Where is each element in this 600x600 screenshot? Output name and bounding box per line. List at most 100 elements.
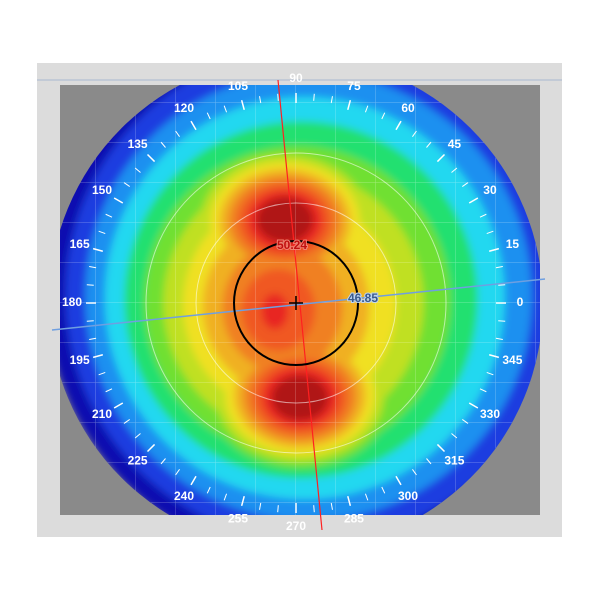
tick-mark: [146, 443, 156, 453]
tick-mark: [330, 502, 333, 510]
angle-label-0: 0: [517, 295, 524, 309]
tick-mark: [146, 153, 156, 163]
tick-mark: [436, 443, 446, 453]
distance-rings: [145, 152, 447, 454]
tick-mark: [436, 153, 446, 163]
tick-mark: [479, 388, 487, 393]
tick-mark: [498, 320, 506, 322]
tick-mark: [451, 167, 458, 173]
flat-axis-line: [51, 278, 546, 331]
tick-mark: [113, 402, 124, 409]
angle-label-255: 255: [228, 512, 248, 526]
tick-mark: [89, 337, 97, 340]
tick-mark: [259, 96, 262, 104]
tick-mark: [488, 247, 500, 252]
tick-mark: [347, 495, 352, 507]
tick-mark: [190, 120, 197, 131]
angle-label-270: 270: [286, 519, 306, 533]
tick-mark: [277, 93, 279, 101]
tick-mark: [123, 419, 130, 424]
tick-mark: [468, 197, 479, 204]
tick-mark: [86, 284, 94, 286]
angle-label-330: 330: [480, 407, 500, 421]
angle-label-180: 180: [62, 295, 82, 309]
tick-mark: [426, 458, 432, 465]
angle-label-120: 120: [174, 101, 194, 115]
tick-mark: [113, 197, 124, 204]
tick-mark: [134, 433, 141, 439]
tick-mark: [92, 354, 104, 359]
tick-mark: [175, 469, 180, 476]
angle-label-225: 225: [128, 454, 148, 468]
tick-mark: [412, 130, 417, 137]
tick-mark: [468, 402, 479, 409]
tick-mark: [495, 337, 503, 340]
angle-label-285: 285: [344, 512, 364, 526]
angle-label-135: 135: [128, 137, 148, 151]
tick-mark: [206, 486, 211, 494]
pupil-circle: [233, 240, 359, 366]
tick-mark: [223, 105, 228, 113]
angle-label-300: 300: [398, 489, 418, 503]
tick-mark: [426, 141, 432, 148]
angle-label-30: 30: [483, 183, 497, 197]
tick-mark: [223, 493, 228, 501]
tick-mark: [313, 505, 315, 513]
tick-mark: [495, 266, 503, 269]
tick-mark: [462, 182, 469, 187]
tick-mark: [86, 320, 94, 322]
steep-k-value: 50.24: [277, 238, 307, 252]
tick-mark: [381, 486, 386, 494]
tick-mark: [488, 354, 500, 359]
tick-mark: [395, 475, 402, 486]
angle-label-105: 105: [228, 79, 248, 93]
tick-mark: [240, 99, 245, 111]
angle-ticks: [86, 93, 506, 513]
angle-label-315: 315: [444, 454, 464, 468]
tick-mark: [412, 469, 417, 476]
flat-k-value: 46.85: [348, 291, 378, 305]
tick-mark: [486, 371, 494, 376]
tick-mark: [160, 458, 166, 465]
center-crosshair-icon: [289, 296, 303, 310]
tick-mark: [134, 167, 141, 173]
tick-mark: [160, 141, 166, 148]
angle-label-75: 75: [347, 79, 361, 93]
tick-mark: [381, 112, 386, 120]
angle-label-45: 45: [448, 137, 462, 151]
tick-mark: [347, 99, 352, 111]
tick-mark: [479, 213, 487, 218]
tick-mark: [105, 388, 113, 393]
tick-mark: [451, 433, 458, 439]
angle-label-240: 240: [174, 489, 194, 503]
tick-mark: [240, 495, 245, 507]
angle-label-195: 195: [70, 353, 90, 367]
tick-mark: [364, 493, 369, 501]
tick-mark: [98, 371, 106, 376]
angle-label-150: 150: [92, 183, 112, 197]
tick-mark: [486, 230, 494, 235]
tick-mark: [498, 284, 506, 286]
tick-mark: [395, 120, 402, 131]
tick-mark: [89, 266, 97, 269]
tick-mark: [313, 93, 315, 101]
angle-label-15: 15: [506, 237, 520, 251]
tick-mark: [175, 130, 180, 137]
tick-mark: [105, 213, 113, 218]
tick-mark: [206, 112, 211, 120]
angle-label-345: 345: [502, 353, 522, 367]
tick-mark: [98, 230, 106, 235]
angle-label-165: 165: [70, 237, 90, 251]
tick-mark: [364, 105, 369, 113]
tick-mark: [277, 505, 279, 513]
angle-label-90: 90: [289, 71, 303, 85]
angle-label-210: 210: [92, 407, 112, 421]
tick-mark: [190, 475, 197, 486]
tick-mark: [92, 247, 104, 252]
tick-mark: [259, 502, 262, 510]
tick-mark: [462, 419, 469, 424]
tick-mark: [330, 96, 333, 104]
tick-mark: [123, 182, 130, 187]
angle-label-60: 60: [401, 101, 415, 115]
